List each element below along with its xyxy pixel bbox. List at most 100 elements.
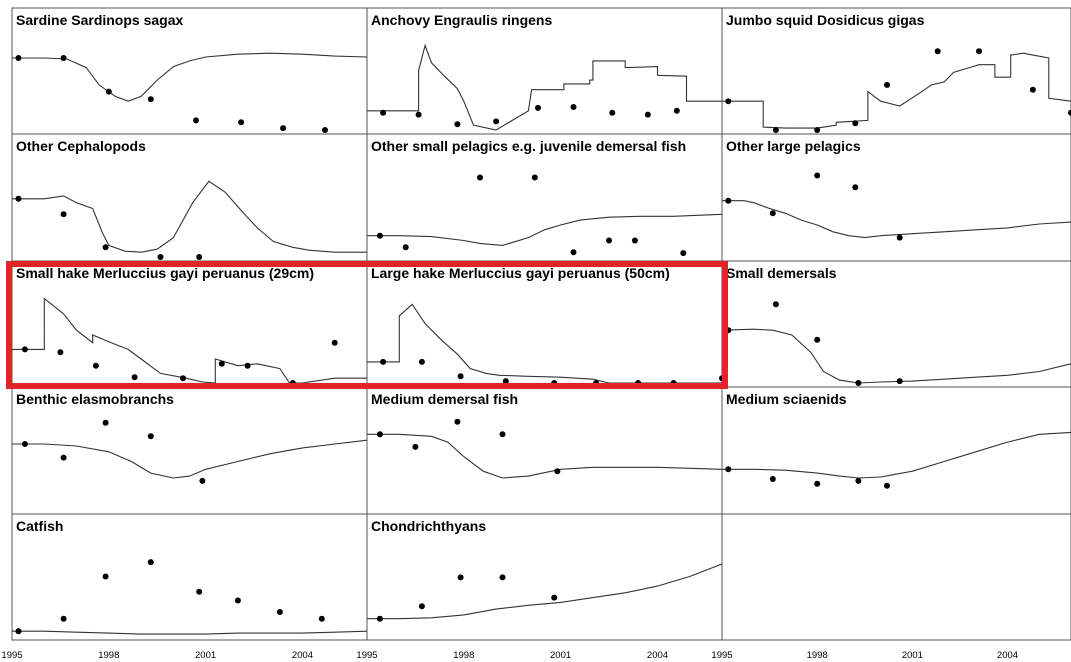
- x-tick-label: 1998: [98, 650, 119, 661]
- x-tick-label: 2004: [997, 650, 1018, 661]
- observed-point: [814, 172, 821, 179]
- panel-title: Small hake Merluccius gayi peruanus (29c…: [16, 265, 314, 281]
- x-axis: 1995 1998 2001 2004 1995 1998 2001 2004 1995 1998…: [1, 650, 1018, 661]
- model-line: [12, 439, 368, 479]
- observed-point: [896, 234, 903, 241]
- observed-point: [814, 336, 821, 343]
- observed-point: [131, 374, 138, 381]
- observed-point: [276, 609, 283, 615]
- observed-point: [769, 476, 776, 482]
- observed-point: [725, 197, 732, 204]
- panel-title: Large hake Merluccius gayi peruanus (50c…: [371, 265, 670, 281]
- panel-other-large-pelagics: Other large pelagics: [722, 138, 1071, 241]
- panel-small-hake-merluccius-gayi-peruanus-29cm: Small hake Merluccius gayi peruanus (29c…: [12, 265, 367, 386]
- panel-title: Sardine Sardinops sagax: [16, 12, 183, 28]
- observed-point: [157, 254, 164, 260]
- observed-point: [1068, 109, 1071, 116]
- observed-point: [238, 119, 245, 126]
- model-line: [367, 303, 722, 384]
- panel-title: Benthic elasmobranchs: [16, 391, 174, 407]
- observed-point: [644, 111, 651, 118]
- observed-point: [412, 443, 419, 450]
- observed-point: [60, 211, 67, 218]
- observed-point: [852, 120, 859, 127]
- panel-title: Jumbo squid Dosidicus gigas: [726, 12, 925, 28]
- observed-point: [680, 250, 687, 257]
- observed-point: [855, 380, 862, 386]
- x-tick-label: 2001: [195, 650, 216, 661]
- observed-point: [15, 628, 22, 635]
- observed-point: [884, 81, 890, 88]
- observed-point: [92, 362, 99, 369]
- model-line: [12, 180, 367, 253]
- observed-point: [147, 433, 154, 440]
- panel-chondrichthyans: Chondrichthyans: [367, 518, 723, 622]
- panel-title: Other large pelagics: [726, 138, 861, 154]
- observed-point: [477, 174, 483, 181]
- observed-point: [280, 125, 287, 132]
- observed-point: [415, 111, 422, 118]
- observed-point: [15, 195, 22, 202]
- observed-point: [196, 254, 203, 260]
- x-tick-label: 1995: [711, 650, 732, 661]
- observed-point: [147, 559, 154, 566]
- panel-title: Medium sciaenids: [726, 391, 847, 407]
- observed-point: [673, 107, 680, 114]
- x-tick-label: 1995: [356, 650, 377, 661]
- observed-point: [102, 244, 109, 251]
- observed-point: [180, 375, 186, 382]
- observed-point: [934, 48, 941, 55]
- observed-point: [244, 362, 251, 369]
- observed-point: [105, 88, 112, 95]
- panel-title: Small demersals: [726, 265, 837, 281]
- observed-point: [499, 574, 506, 581]
- x-tick-label: 2004: [647, 650, 668, 661]
- observed-point: [457, 574, 464, 581]
- observed-point: [554, 468, 561, 475]
- panel-jumbo-squid-dosidicus-gigas: Jumbo squid Dosidicus gigas: [722, 12, 1071, 133]
- observed-point: [884, 482, 890, 489]
- model-line: [721, 328, 1071, 384]
- observed-point: [60, 615, 67, 622]
- observed-point: [193, 117, 199, 124]
- observed-point: [331, 339, 338, 346]
- observed-point: [376, 232, 383, 239]
- observed-point: [499, 431, 506, 438]
- observed-point: [60, 454, 67, 461]
- observed-point: [772, 127, 779, 133]
- panel-small-demersals: Small demersals: [721, 265, 1071, 386]
- observed-point: [725, 98, 732, 105]
- observed-point: [631, 237, 638, 244]
- observed-point: [454, 418, 461, 425]
- observed-point: [21, 441, 28, 447]
- panel-benthic-elasmobranchs: Benthic elasmobranchs: [12, 391, 368, 484]
- model-line: [367, 213, 723, 246]
- model-line: [367, 43, 722, 131]
- observed-point: [196, 588, 203, 595]
- observed-point: [457, 373, 464, 380]
- x-tick-label: 1998: [453, 650, 474, 661]
- highlight-box: [6, 261, 728, 389]
- model-line: [722, 431, 1071, 479]
- observed-point: [102, 419, 109, 426]
- model-line: [367, 563, 723, 620]
- model-line: [12, 297, 367, 384]
- observed-point: [57, 349, 64, 356]
- observed-point: [102, 573, 109, 580]
- observed-point: [535, 104, 541, 111]
- panel-title: Catfish: [16, 518, 63, 534]
- x-tick-label: 1995: [1, 650, 22, 661]
- panel-anchovy-engraulis-ringens: Anchovy Engraulis ringens: [367, 12, 722, 131]
- observed-point: [418, 358, 425, 365]
- panel-title: Chondrichthyans: [371, 518, 486, 534]
- observed-point: [21, 346, 28, 353]
- model-line: [12, 52, 368, 102]
- observed-point: [402, 244, 409, 251]
- panel-other-cephalopods: Other Cephalopods: [12, 138, 367, 260]
- observed-point: [852, 184, 859, 191]
- x-tick-label: 1998: [807, 650, 828, 661]
- observed-point: [418, 603, 425, 610]
- panel-title: Medium demersal fish: [371, 391, 518, 407]
- model-line: [722, 200, 1071, 239]
